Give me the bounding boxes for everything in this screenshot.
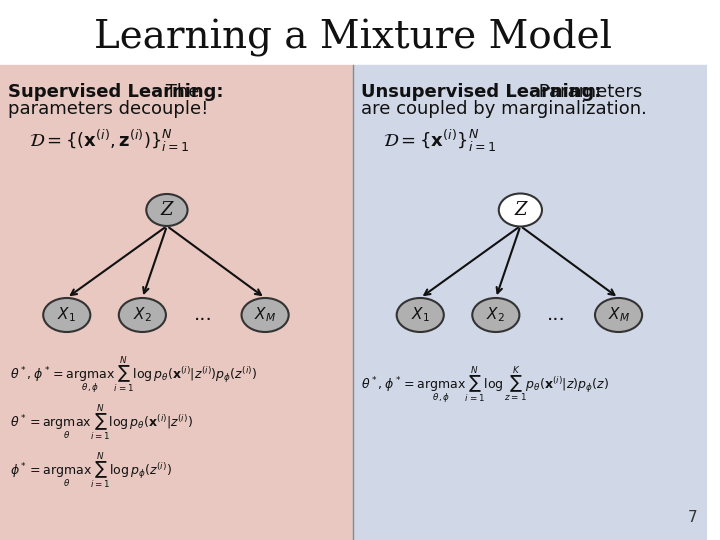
Text: Z: Z	[514, 201, 526, 219]
Text: ...: ...	[547, 306, 566, 325]
Text: ...: ...	[194, 306, 212, 325]
Text: Learning a Mixture Model: Learning a Mixture Model	[94, 19, 613, 57]
Text: $X_1$: $X_1$	[58, 306, 76, 325]
Ellipse shape	[241, 298, 289, 332]
Ellipse shape	[43, 298, 90, 332]
Ellipse shape	[397, 298, 444, 332]
Text: The: The	[160, 83, 199, 101]
Text: $X_M$: $X_M$	[608, 306, 629, 325]
Text: $\mathcal{D} = \{\mathbf{x}^{(i)}\}_{i=1}^{N}$: $\mathcal{D} = \{\mathbf{x}^{(i)}\}_{i=1…	[383, 128, 496, 154]
Text: Z: Z	[161, 201, 174, 219]
Text: $X_2$: $X_2$	[487, 306, 505, 325]
Ellipse shape	[595, 298, 642, 332]
Text: Supervised Learning:: Supervised Learning:	[8, 83, 223, 101]
Text: 7: 7	[688, 510, 697, 525]
Text: $\mathcal{D} = \{(\mathbf{x}^{(i)}, \mathbf{z}^{(i)})\}_{i=1}^{N}$: $\mathcal{D} = \{(\mathbf{x}^{(i)}, \mat…	[30, 128, 190, 154]
Text: parameters decouple!: parameters decouple!	[8, 100, 208, 118]
Bar	[0, 65, 354, 540]
Bar	[0, 0, 707, 65]
Text: $X_2$: $X_2$	[133, 306, 152, 325]
Ellipse shape	[499, 193, 542, 226]
Bar	[354, 65, 707, 540]
Text: $X_M$: $X_M$	[254, 306, 276, 325]
Text: are coupled by marginalization.: are coupled by marginalization.	[361, 100, 647, 118]
Text: Parameters: Parameters	[533, 83, 642, 101]
Text: $\theta^*, \phi^* = \underset{\theta,\phi}{\mathrm{argmax}}\sum_{i=1}^{N}\log\su: $\theta^*, \phi^* = \underset{\theta,\ph…	[361, 365, 609, 406]
Ellipse shape	[472, 298, 519, 332]
Text: Unsupervised Learning:: Unsupervised Learning:	[361, 83, 602, 101]
Text: $X_1$: $X_1$	[411, 306, 430, 325]
Ellipse shape	[119, 298, 166, 332]
Ellipse shape	[146, 194, 187, 226]
Text: $\phi^* = \underset{\theta}{\mathrm{argmax}}\sum_{i=1}^{N}\log p_\phi(z^{(i)})$: $\phi^* = \underset{\theta}{\mathrm{argm…	[10, 451, 172, 491]
Text: $\theta^* = \underset{\theta}{\mathrm{argmax}}\sum_{i=1}^{N}\log p_\theta(\mathb: $\theta^* = \underset{\theta}{\mathrm{ar…	[10, 403, 193, 443]
Text: $\theta^*, \phi^* = \underset{\theta,\phi}{\mathrm{argmax}}\sum_{i=1}^{N}\log p_: $\theta^*, \phi^* = \underset{\theta,\ph…	[10, 355, 257, 396]
